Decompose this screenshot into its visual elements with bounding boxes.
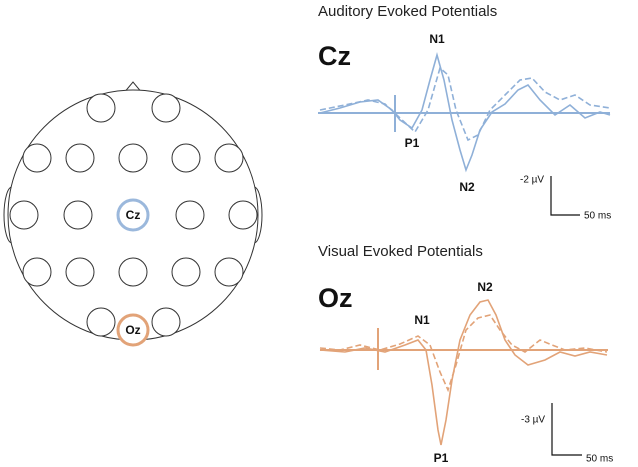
electrode	[65, 143, 95, 173]
panel-title: Auditory Evoked Potentials	[318, 3, 497, 20]
scale-bar	[550, 176, 580, 216]
visual-panel: Visual Evoked Potentials Oz N1 N2 P1 -3 …	[318, 243, 613, 465]
peak-label: P1	[434, 451, 449, 465]
waveform-dashed	[319, 66, 611, 142]
electrode	[118, 257, 148, 287]
peak-label: N1	[429, 32, 445, 46]
electrode	[228, 200, 258, 230]
electrode	[86, 93, 116, 123]
scale-bar	[551, 403, 582, 456]
electrode	[22, 143, 52, 173]
electrodes	[9, 93, 258, 347]
electrode	[171, 143, 201, 173]
electrode	[151, 307, 181, 337]
peak-label: N1	[414, 313, 430, 327]
cz-label: Cz	[126, 208, 141, 222]
scale-amplitude: -3 µV	[521, 415, 545, 426]
oz-electrode	[116, 313, 150, 347]
electrode	[151, 93, 181, 123]
electrode	[171, 257, 201, 287]
site-label: Cz	[318, 41, 351, 71]
scale-amplitude: -2 µV	[520, 175, 544, 186]
waveform-solid	[319, 299, 608, 446]
electrode	[175, 200, 205, 230]
electrode	[63, 200, 93, 230]
peak-label: N2	[477, 280, 493, 294]
electrode	[9, 200, 39, 230]
electrode	[214, 143, 244, 173]
electrode	[214, 257, 244, 287]
electrode	[22, 257, 52, 287]
peak-label: P1	[405, 136, 420, 150]
scale-time: 50 ms	[586, 454, 613, 465]
site-label: Oz	[318, 283, 353, 313]
auditory-panel: Auditory Evoked Potentials Cz N1 P1 N2 -…	[318, 3, 611, 222]
panel-title: Visual Evoked Potentials	[318, 243, 483, 260]
waveform-dashed	[319, 314, 608, 393]
electrode	[118, 143, 148, 173]
peak-label: N2	[459, 180, 475, 194]
scale-time: 50 ms	[584, 211, 611, 222]
electrode	[65, 257, 95, 287]
cz-electrode	[116, 198, 150, 232]
oz-label: Oz	[125, 323, 140, 337]
electrode	[86, 307, 116, 337]
head-map: Cz Oz	[3, 81, 263, 347]
